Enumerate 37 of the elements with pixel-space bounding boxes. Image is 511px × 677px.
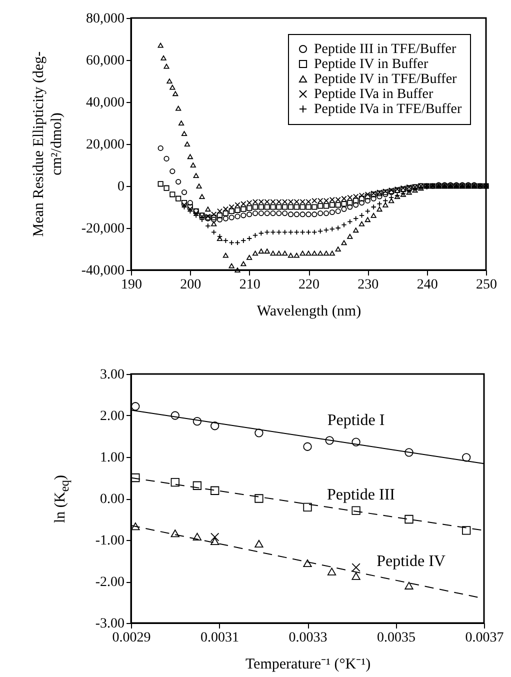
x-tick-label: 190 [121,278,142,292]
y-tick-label: 0.00 [100,492,124,507]
y-tick-label: 20,000 [86,138,124,152]
x-tick-label: 210 [239,278,260,292]
x-tick-label: 250 [476,278,497,292]
x-tick-label: 230 [358,278,379,292]
y-tick-label: 80,000 [86,12,124,26]
legend-label: Peptide IV in Buffer [314,57,429,72]
x-tick-label: 200 [180,278,202,292]
y-tick-label: -2.00 [95,575,124,590]
y-tick-label: 3.00 [100,368,124,382]
series-label: Peptide I [327,412,385,430]
x-axis-title: Wavelength (nm) [256,304,362,320]
legend-label: Peptide IVa in Buffer [314,87,434,102]
x-tick-label: 0.0035 [377,630,416,646]
x-axis-title: Temperature⁻¹ (°K⁻¹) [245,656,371,672]
y-tick-label: 40,000 [86,96,124,110]
x-tick-label: 0.0029 [112,630,151,646]
y-tick-label: 60,000 [86,54,124,68]
series-label: Peptide IV [376,553,446,570]
x-tick-label: 220 [298,278,320,292]
x-tick-label: 240 [416,278,438,292]
y-tick-label: -1.00 [95,534,124,548]
y-tick-label: -20,000 [81,222,124,236]
y-tick-label: 1.00 [100,450,124,466]
legend-label: Peptide IVa in TFE/Buffer [314,102,462,117]
y-tick-label: -40,000 [81,264,124,278]
y-axis-title: Mean Residue Ellipticity (deg-cm²/dmol) [30,50,66,239]
series-label: Peptide III [326,486,395,504]
x-tick-label: 0.0033 [288,630,328,646]
legend-label: Peptide III in TFE/Buffer [314,42,457,57]
y-tick-label: 2.00 [100,409,124,424]
legend-label: Peptide IV in TFE/Buffer [314,72,458,87]
y-tick-label: 0 [118,180,124,194]
x-tick-label: 0.0037 [465,630,504,646]
x-tick-label: 0.0031 [200,630,239,646]
y-tick-label: -3.00 [95,616,124,632]
